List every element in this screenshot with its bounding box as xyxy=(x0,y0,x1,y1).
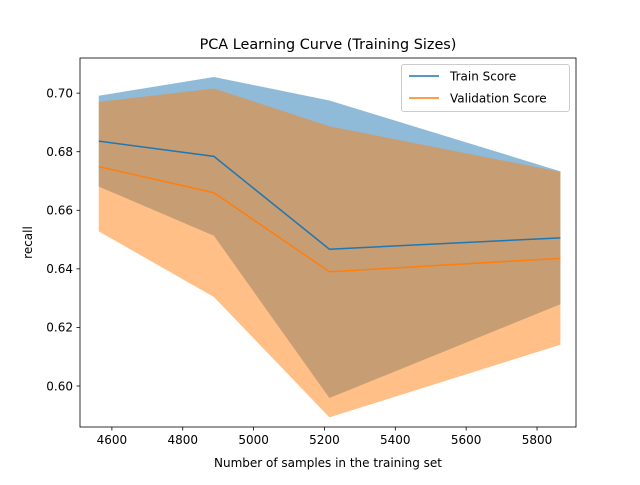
y-tick-label: 0.60 xyxy=(46,379,73,393)
y-tick-label: 0.66 xyxy=(46,204,73,218)
bands-layer xyxy=(98,77,561,418)
plot-frame xyxy=(79,57,577,428)
y-axis-ticks: 0.60 0.62 0.64 0.66 0.68 0.70 xyxy=(46,86,80,393)
x-tick-label: 5200 xyxy=(309,433,340,447)
legend-frame xyxy=(401,64,570,112)
x-tick-label: 4600 xyxy=(97,433,128,447)
y-tick-label: 0.68 xyxy=(46,145,73,159)
lines-layer xyxy=(98,140,561,273)
x-tick-label: 5000 xyxy=(238,433,269,447)
x-tick-label: 4800 xyxy=(167,433,198,447)
validation-score-line xyxy=(98,165,561,273)
x-tick-label: 5800 xyxy=(522,433,553,447)
x-tick-label: 5400 xyxy=(380,433,411,447)
x-tick-label: 5600 xyxy=(451,433,482,447)
validation-score-band xyxy=(98,88,561,418)
y-tick-label: 0.62 xyxy=(46,321,73,335)
legend-label-train: Train Score xyxy=(449,70,516,84)
x-axis-ticks: 4600 4800 5000 5200 5400 5600 5800 xyxy=(97,427,553,447)
y-tick-label: 0.64 xyxy=(46,262,73,276)
y-tick-label: 0.70 xyxy=(46,86,73,100)
chart-title: PCA Learning Curve (Training Sizes) xyxy=(200,37,457,53)
x-axis-label: Number of samples in the training set xyxy=(214,456,442,470)
train-score-line xyxy=(98,140,561,250)
legend-label-validation: Validation Score xyxy=(450,92,547,106)
y-axis-label: recall xyxy=(21,226,35,259)
legend: Train Score Validation Score xyxy=(401,64,570,112)
